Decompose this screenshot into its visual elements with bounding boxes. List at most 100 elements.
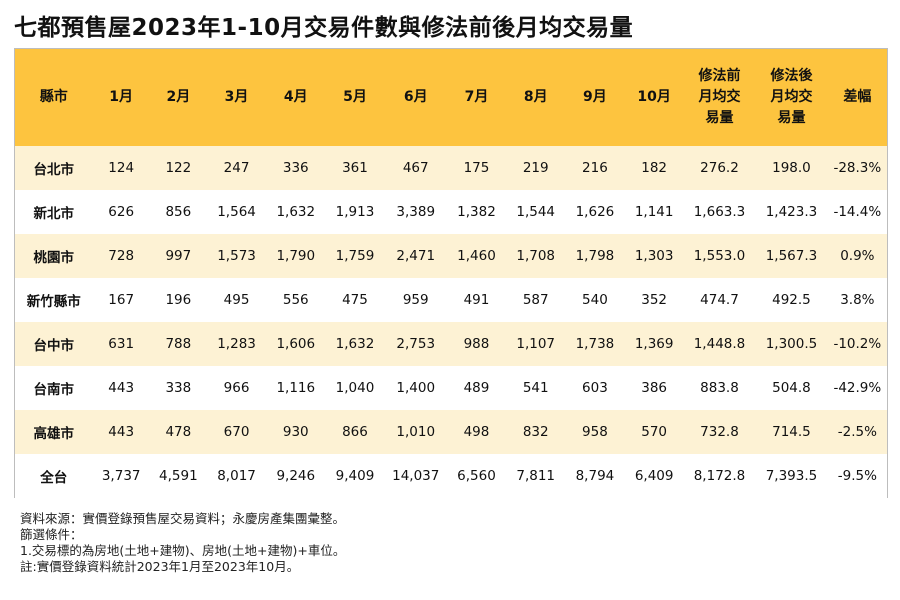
header-row: 縣市 1月 2月 3月 4月 5月 6月 7月 8月 9月 10月 修法前 月均… bbox=[15, 49, 887, 146]
month-value-cell: 216 bbox=[565, 146, 625, 190]
month-value-cell: 988 bbox=[446, 322, 507, 366]
before-cell: 8,172.8 bbox=[683, 454, 756, 498]
month-value-cell: 1,798 bbox=[565, 234, 625, 278]
month-value-cell: 475 bbox=[325, 278, 385, 322]
month-value-cell: 856 bbox=[149, 190, 207, 234]
month-value-cell: 478 bbox=[149, 410, 207, 454]
change-cell: -10.2% bbox=[827, 322, 887, 366]
header-month: 5月 bbox=[325, 49, 385, 146]
month-value-cell: 670 bbox=[206, 410, 267, 454]
note-source: 資料來源：實價登錄預售屋交易資料；永慶房產集團彙整。 bbox=[20, 511, 346, 526]
before-cell: 276.2 bbox=[683, 146, 756, 190]
header-change: 差幅 bbox=[827, 49, 887, 146]
table-row: 新北市 626 856 1,564 1,632 1,913 3,389 1,382 1,544 1… bbox=[15, 190, 887, 234]
month-value-cell: 467 bbox=[384, 146, 447, 190]
month-value-cell: 1,759 bbox=[325, 234, 385, 278]
month-value-cell: 1,040 bbox=[325, 366, 385, 410]
header-county: 縣市 bbox=[15, 49, 93, 146]
header-after-line: 易量 bbox=[777, 110, 806, 126]
month-value-cell: 124 bbox=[92, 146, 150, 190]
table-row: 全台 3,737 4,591 8,017 9,246 9,409 14,037 6,560 7,… bbox=[15, 454, 887, 498]
month-value-cell: 1,369 bbox=[624, 322, 684, 366]
table-body: 台北市 124 122 247 336 361 467 175 219 216 182 276.2 19… bbox=[15, 146, 887, 498]
change-cell: -14.4% bbox=[827, 190, 887, 234]
month-value-cell: 930 bbox=[266, 410, 326, 454]
header-month: 7月 bbox=[446, 49, 507, 146]
after-cell: 1,423.3 bbox=[755, 190, 828, 234]
before-cell: 1,448.8 bbox=[683, 322, 756, 366]
header-month: 8月 bbox=[506, 49, 566, 146]
month-value-cell: 9,246 bbox=[266, 454, 326, 498]
month-value-cell: 196 bbox=[149, 278, 207, 322]
month-value-cell: 8,794 bbox=[565, 454, 625, 498]
month-value-cell: 1,382 bbox=[446, 190, 507, 234]
header-before-line: 月均交 bbox=[698, 89, 741, 105]
month-value-cell: 495 bbox=[206, 278, 267, 322]
change-cell: -9.5% bbox=[827, 454, 887, 498]
note-filter-condition: 1.交易標的為房地(土地+建物)、房地(土地+建物)+車位。 bbox=[20, 543, 346, 558]
note-filter-label: 篩選條件： bbox=[20, 527, 83, 542]
month-value-cell: 6,560 bbox=[446, 454, 507, 498]
month-value-cell: 361 bbox=[325, 146, 385, 190]
month-value-cell: 966 bbox=[206, 366, 267, 410]
county-cell: 新竹縣市 bbox=[15, 278, 93, 322]
month-value-cell: 175 bbox=[446, 146, 507, 190]
note-period: 註:實價登錄資料統計2023年1月至2023年10月。 bbox=[20, 559, 300, 574]
month-value-cell: 14,037 bbox=[384, 454, 447, 498]
month-value-cell: 219 bbox=[506, 146, 566, 190]
month-value-cell: 336 bbox=[266, 146, 326, 190]
month-value-cell: 498 bbox=[446, 410, 507, 454]
month-value-cell: 631 bbox=[92, 322, 150, 366]
month-value-cell: 338 bbox=[149, 366, 207, 410]
month-value-cell: 1,303 bbox=[624, 234, 684, 278]
change-cell: -28.3% bbox=[827, 146, 887, 190]
month-value-cell: 2,471 bbox=[384, 234, 447, 278]
header-month: 3月 bbox=[206, 49, 267, 146]
transaction-table-frame: 縣市 1月 2月 3月 4月 5月 6月 7月 8月 9月 10月 修法前 月均… bbox=[14, 48, 888, 498]
month-value-cell: 556 bbox=[266, 278, 326, 322]
month-value-cell: 1,116 bbox=[266, 366, 326, 410]
month-value-cell: 958 bbox=[565, 410, 625, 454]
month-value-cell: 728 bbox=[92, 234, 150, 278]
header-after-amendment: 修法後 月均交 易量 bbox=[755, 49, 828, 146]
month-value-cell: 866 bbox=[325, 410, 385, 454]
month-value-cell: 1,573 bbox=[206, 234, 267, 278]
before-cell: 1,663.3 bbox=[683, 190, 756, 234]
month-value-cell: 1,626 bbox=[565, 190, 625, 234]
month-value-cell: 8,017 bbox=[206, 454, 267, 498]
month-value-cell: 997 bbox=[149, 234, 207, 278]
month-value-cell: 4,591 bbox=[149, 454, 207, 498]
header-before-amendment: 修法前 月均交 易量 bbox=[683, 49, 756, 146]
month-value-cell: 832 bbox=[506, 410, 566, 454]
month-value-cell: 626 bbox=[92, 190, 150, 234]
header-month: 4月 bbox=[266, 49, 326, 146]
transaction-table: 縣市 1月 2月 3月 4月 5月 6月 7月 8月 9月 10月 修法前 月均… bbox=[15, 49, 887, 498]
month-value-cell: 1,790 bbox=[266, 234, 326, 278]
month-value-cell: 1,107 bbox=[506, 322, 566, 366]
month-value-cell: 6,409 bbox=[624, 454, 684, 498]
month-value-cell: 1,708 bbox=[506, 234, 566, 278]
month-value-cell: 386 bbox=[624, 366, 684, 410]
table-row: 桃園市 728 997 1,573 1,790 1,759 2,471 1,460 1,708 1… bbox=[15, 234, 887, 278]
header-before-line: 修法前 bbox=[698, 68, 741, 84]
month-value-cell: 1,632 bbox=[266, 190, 326, 234]
month-value-cell: 788 bbox=[149, 322, 207, 366]
month-value-cell: 1,010 bbox=[384, 410, 447, 454]
month-value-cell: 1,460 bbox=[446, 234, 507, 278]
month-value-cell: 122 bbox=[149, 146, 207, 190]
month-value-cell: 1,283 bbox=[206, 322, 267, 366]
month-value-cell: 570 bbox=[624, 410, 684, 454]
month-value-cell: 2,753 bbox=[384, 322, 447, 366]
month-value-cell: 491 bbox=[446, 278, 507, 322]
before-cell: 883.8 bbox=[683, 366, 756, 410]
table-row: 台中市 631 788 1,283 1,606 1,632 2,753 988 1,107 1,7… bbox=[15, 322, 887, 366]
header-after-line: 月均交 bbox=[770, 89, 813, 105]
after-cell: 492.5 bbox=[755, 278, 828, 322]
month-value-cell: 3,389 bbox=[384, 190, 447, 234]
month-value-cell: 489 bbox=[446, 366, 507, 410]
month-value-cell: 247 bbox=[206, 146, 267, 190]
after-cell: 1,300.5 bbox=[755, 322, 828, 366]
before-cell: 474.7 bbox=[683, 278, 756, 322]
source-notes: 資料來源：實價登錄預售屋交易資料；永慶房產集團彙整。 篩選條件： 1.交易標的為… bbox=[20, 511, 345, 575]
month-value-cell: 541 bbox=[506, 366, 566, 410]
